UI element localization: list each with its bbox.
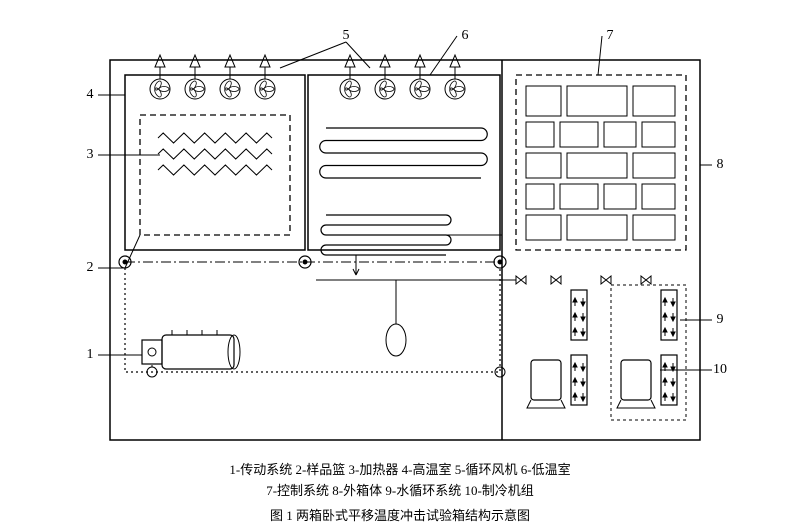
svg-text:1: 1 bbox=[87, 347, 94, 362]
svg-text:5: 5 bbox=[343, 28, 350, 43]
svg-text:7: 7 bbox=[607, 28, 614, 43]
svg-text:6: 6 bbox=[462, 28, 469, 43]
figure-title: 图 1 两箱卧式平移温度冲击试验箱结构示意图 bbox=[0, 506, 800, 526]
svg-text:8: 8 bbox=[717, 157, 724, 172]
figure-captions: 1-传动系统 2-样品篮 3-加热器 4-高温室 5-循环风机 6-低温室 7-… bbox=[0, 460, 800, 526]
svg-text:10: 10 bbox=[713, 362, 727, 377]
svg-text:9: 9 bbox=[717, 312, 724, 327]
diagram-container: 4 3 2 1 5 6 7 8 9 10 bbox=[50, 20, 750, 460]
svg-text:2: 2 bbox=[87, 260, 94, 275]
svg-text:4: 4 bbox=[87, 87, 94, 102]
schematic-svg: 4 3 2 1 5 6 7 8 9 10 bbox=[50, 20, 750, 460]
svg-text:3: 3 bbox=[87, 147, 94, 162]
legend-line-2: 7-控制系统 8-外箱体 9-水循环系统 10-制冷机组 bbox=[0, 481, 800, 502]
legend-line-1: 1-传动系统 2-样品篮 3-加热器 4-高温室 5-循环风机 6-低温室 bbox=[0, 460, 800, 481]
